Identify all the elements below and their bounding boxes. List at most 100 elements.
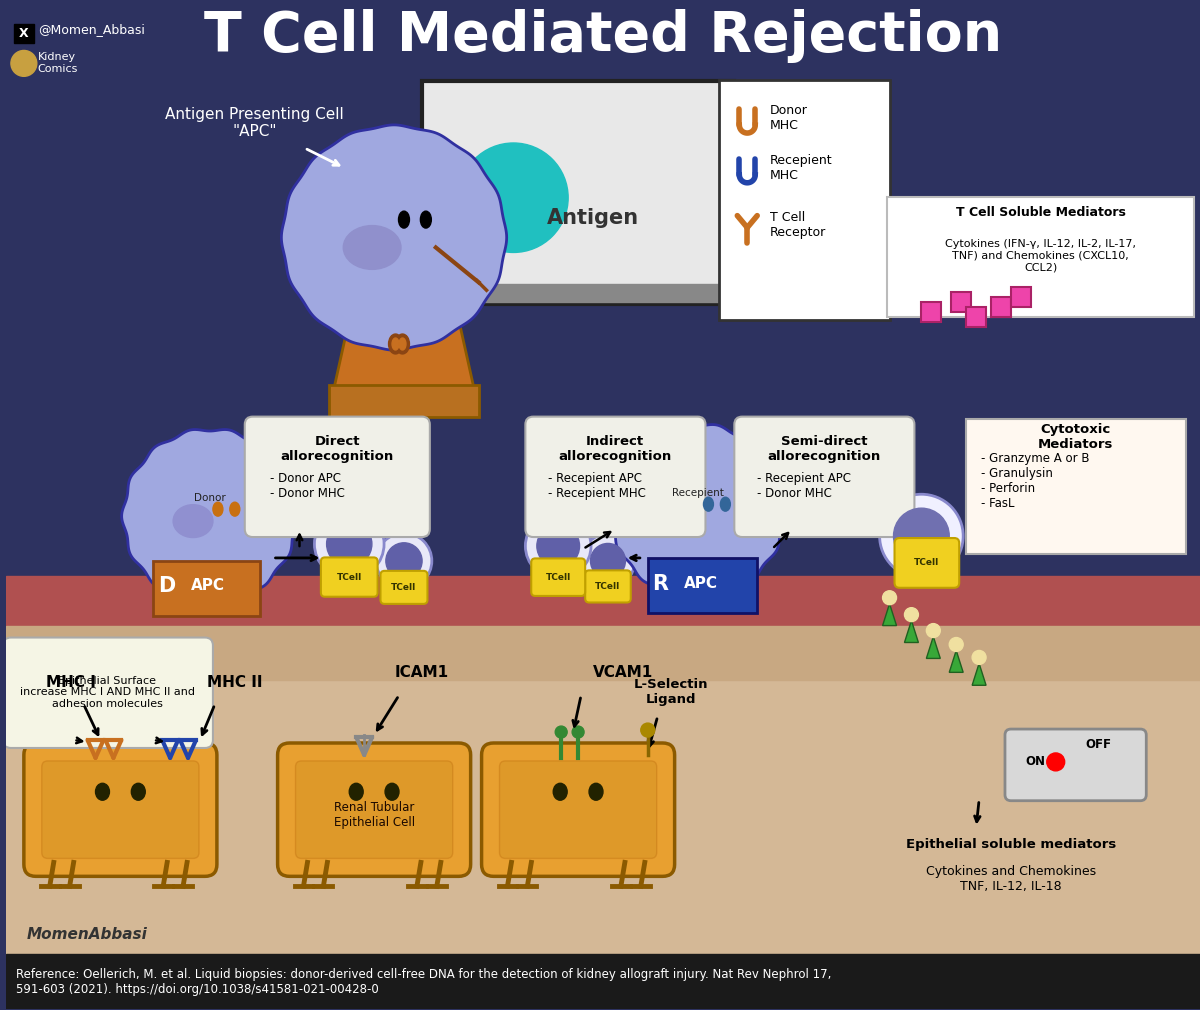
Text: Cytotoxic
Mediators: Cytotoxic Mediators — [1038, 422, 1114, 450]
Circle shape — [11, 50, 37, 77]
Circle shape — [894, 508, 949, 564]
Circle shape — [880, 494, 964, 578]
Polygon shape — [926, 636, 941, 659]
FancyBboxPatch shape — [734, 417, 914, 537]
Bar — [6, 576, 1200, 630]
Bar — [6, 953, 1200, 1009]
FancyBboxPatch shape — [320, 558, 378, 597]
Text: - Donor APC
- Donor MHC: - Donor APC - Donor MHC — [270, 473, 344, 500]
FancyBboxPatch shape — [991, 297, 1010, 317]
Text: MHC I: MHC I — [46, 675, 96, 690]
Ellipse shape — [349, 784, 364, 800]
Ellipse shape — [661, 500, 701, 532]
Polygon shape — [121, 429, 299, 603]
Circle shape — [376, 533, 432, 589]
Ellipse shape — [385, 784, 398, 800]
FancyBboxPatch shape — [277, 743, 470, 877]
Circle shape — [972, 650, 986, 665]
Circle shape — [526, 513, 592, 579]
Text: - Recepient APC
- Donor MHC: - Recepient APC - Donor MHC — [757, 473, 851, 500]
Ellipse shape — [173, 505, 212, 537]
Text: T Cell Mediated Rejection: T Cell Mediated Rejection — [204, 8, 1002, 63]
Text: OFF: OFF — [1086, 738, 1111, 751]
Polygon shape — [610, 424, 786, 598]
FancyBboxPatch shape — [966, 418, 1186, 553]
Text: @Momen_Abbasi: @Momen_Abbasi — [38, 23, 145, 36]
Bar — [14, 23, 34, 43]
Text: Reference: Oellerich, M. et al. Liquid biopsies: donor-derived cell-free DNA for: Reference: Oellerich, M. et al. Liquid b… — [16, 968, 832, 996]
Circle shape — [590, 543, 625, 579]
Text: MHC II: MHC II — [208, 675, 263, 690]
Ellipse shape — [96, 784, 109, 800]
Circle shape — [386, 542, 422, 579]
FancyBboxPatch shape — [295, 761, 452, 858]
Text: TCell: TCell — [595, 582, 620, 591]
Text: D: D — [158, 576, 175, 596]
Circle shape — [949, 637, 964, 651]
Ellipse shape — [389, 334, 402, 353]
Text: Epithelial Surface
increase MHC I AND MHC II and
adhesion molecules: Epithelial Surface increase MHC I AND MH… — [20, 676, 194, 709]
Text: Donor: Donor — [194, 493, 226, 503]
Text: T Cell
Receptor: T Cell Receptor — [770, 211, 827, 238]
Text: Recepient: Recepient — [672, 488, 724, 498]
FancyBboxPatch shape — [499, 761, 656, 858]
FancyBboxPatch shape — [922, 302, 941, 322]
Bar — [424, 284, 732, 302]
Text: R: R — [652, 574, 667, 594]
Text: T Cell Soluble Mediators: T Cell Soluble Mediators — [956, 206, 1126, 219]
Polygon shape — [972, 664, 986, 686]
Ellipse shape — [131, 784, 145, 800]
Text: Antigen: Antigen — [547, 208, 640, 227]
Polygon shape — [335, 297, 474, 387]
Polygon shape — [949, 650, 964, 673]
FancyBboxPatch shape — [894, 538, 959, 588]
Text: Direct
allorecognition: Direct allorecognition — [281, 435, 394, 464]
Text: Cytokines (IFN-γ, IL-12, IL-2, IL-17,
TNF) and Chemokines (CXCL10,
CCL2): Cytokines (IFN-γ, IL-12, IL-2, IL-17, TN… — [946, 238, 1136, 272]
Text: TCell: TCell — [546, 573, 571, 582]
Polygon shape — [648, 558, 757, 613]
FancyBboxPatch shape — [532, 559, 586, 596]
Circle shape — [1046, 752, 1064, 771]
FancyBboxPatch shape — [887, 197, 1194, 317]
Ellipse shape — [720, 497, 731, 511]
FancyBboxPatch shape — [719, 81, 889, 320]
Text: Renal Tubular
Epithelial Cell: Renal Tubular Epithelial Cell — [334, 801, 415, 828]
Text: MomenAbbasi: MomenAbbasi — [28, 926, 148, 941]
Ellipse shape — [392, 338, 398, 349]
Text: X: X — [19, 27, 29, 40]
Circle shape — [458, 143, 568, 252]
Text: - Recepient APC
- Recepient MHC: - Recepient APC - Recepient MHC — [548, 473, 646, 500]
Bar — [6, 4, 1200, 681]
Ellipse shape — [398, 338, 406, 349]
Ellipse shape — [230, 502, 240, 516]
FancyBboxPatch shape — [966, 307, 986, 327]
FancyBboxPatch shape — [2, 637, 212, 748]
Circle shape — [581, 534, 635, 588]
Ellipse shape — [589, 784, 602, 800]
Text: VCAM1: VCAM1 — [593, 665, 653, 680]
Text: Epithelial soluble mediators: Epithelial soluble mediators — [906, 838, 1116, 851]
Text: ICAM1: ICAM1 — [395, 665, 449, 680]
Text: Kidney: Kidney — [38, 53, 76, 63]
Text: Semi-direct
allorecognition: Semi-direct allorecognition — [767, 435, 881, 464]
Ellipse shape — [343, 225, 401, 270]
FancyBboxPatch shape — [526, 417, 706, 537]
FancyBboxPatch shape — [1004, 729, 1146, 801]
FancyBboxPatch shape — [481, 743, 674, 877]
Text: Antigen Presenting Cell
"APC": Antigen Presenting Cell "APC" — [166, 107, 344, 139]
FancyBboxPatch shape — [42, 761, 199, 858]
Polygon shape — [905, 620, 918, 642]
Text: TCell: TCell — [391, 583, 416, 592]
FancyBboxPatch shape — [24, 743, 217, 877]
Text: Indirect
allorecognition: Indirect allorecognition — [558, 435, 672, 464]
FancyBboxPatch shape — [422, 81, 734, 304]
FancyBboxPatch shape — [586, 571, 631, 603]
Bar — [329, 385, 479, 417]
Ellipse shape — [212, 502, 223, 516]
Text: APC: APC — [191, 579, 224, 593]
Circle shape — [882, 591, 896, 605]
Text: Recepient
MHC: Recepient MHC — [770, 154, 833, 182]
Text: TCell: TCell — [913, 559, 938, 568]
Text: TCell: TCell — [337, 573, 362, 582]
Ellipse shape — [398, 211, 409, 228]
